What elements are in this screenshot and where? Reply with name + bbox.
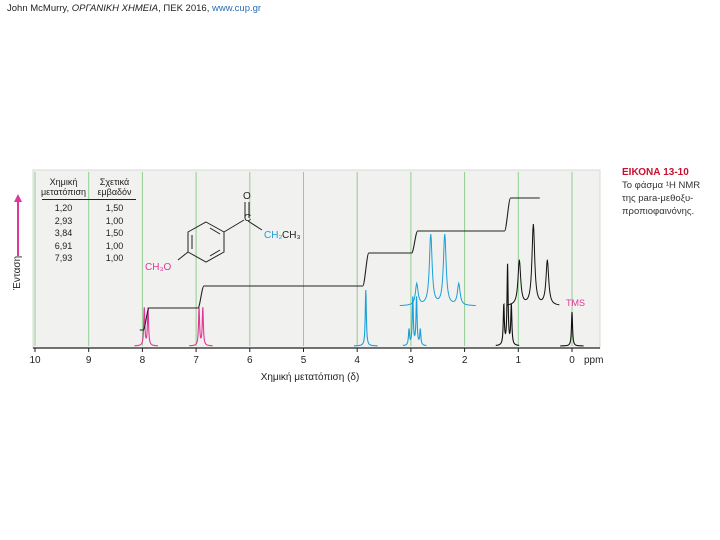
col2-header-2: εμβαδόν bbox=[97, 187, 132, 197]
peaks bbox=[134, 223, 584, 347]
x-tick-label-9: 9 bbox=[86, 355, 92, 366]
x-unit-label: ppm bbox=[584, 355, 603, 366]
triplet-inset bbox=[507, 223, 560, 306]
citation-publisher: , ΠΕΚ 2016, bbox=[158, 3, 210, 14]
caption-title: ΕΙΚΟΝΑ 13-10 bbox=[622, 167, 689, 178]
x-tick-label-5: 5 bbox=[301, 355, 307, 366]
table-row: 3,84 1,50 bbox=[54, 228, 124, 239]
table-row: 6,91 1,00 bbox=[54, 240, 124, 251]
citation-author: John McMurry, bbox=[7, 3, 70, 14]
x-tick-label-3: 3 bbox=[408, 355, 414, 366]
x-axis-ticks: 10 9 8 7 6 5 4 3 2 1 0 bbox=[29, 348, 575, 366]
quartet-inset bbox=[399, 233, 476, 307]
table-rule bbox=[42, 199, 136, 200]
peak-7.93 bbox=[134, 307, 158, 347]
citation-url[interactable]: www.cup.gr bbox=[211, 3, 262, 14]
peak-6.91 bbox=[189, 307, 213, 347]
structure-ch2: CH₂ bbox=[264, 230, 282, 241]
x-tick-label-4: 4 bbox=[354, 355, 360, 366]
molecule-structure bbox=[177, 202, 263, 263]
col1-header-1: Χημική bbox=[49, 177, 78, 187]
x-tick-label-1: 1 bbox=[516, 355, 522, 366]
table-row: 7,93 1,00 bbox=[54, 253, 124, 264]
tms-label: TMS bbox=[566, 298, 585, 308]
x-axis-label: Χημική μετατόπιση (δ) bbox=[261, 371, 360, 383]
x-tick-label-0: 0 bbox=[569, 355, 575, 366]
shift-area-table: Χημική Σχετικά μετατόπιση εμβαδόν 1,20 1,… bbox=[38, 177, 140, 265]
peak-2.93 bbox=[402, 296, 427, 347]
citation-title: ΟΡΓΑΝΙΚΗ ΧΗΜΕΙΑ bbox=[71, 3, 159, 14]
figure-caption: ΕΙΚΟΝΑ 13-10 Το φάσμα ¹H NMR της para-με… bbox=[622, 166, 714, 218]
x-tick-label-7: 7 bbox=[193, 355, 199, 366]
col2-header-1: Σχετικά bbox=[99, 177, 130, 187]
x-tick-label-6: 6 bbox=[247, 355, 253, 366]
y-axis-label: Ένταση bbox=[12, 256, 23, 291]
x-tick-label-10: 10 bbox=[29, 355, 41, 366]
col1-header-2: μετατόπιση bbox=[40, 187, 87, 197]
caption-line-3: προπιοφαινόνης. bbox=[622, 206, 695, 217]
peak-1.2 bbox=[495, 263, 520, 346]
structure-ch3-end: CH₃ bbox=[282, 230, 301, 241]
x-tick-label-8: 8 bbox=[140, 355, 146, 366]
y-axis-arrow bbox=[14, 194, 22, 256]
table-row: 2,93 1,00 bbox=[54, 215, 124, 226]
table-row: 1,20 1,50 bbox=[54, 203, 124, 213]
peak-3.84 bbox=[353, 289, 378, 347]
x-tick-label-2: 2 bbox=[462, 355, 468, 366]
structure-methoxy: CH₃O bbox=[145, 262, 172, 273]
citation: John McMurry, ΟΡΓΑΝΙΚΗ ΧΗΜΕΙΑ, ΠΕΚ 2016,… bbox=[7, 3, 261, 14]
structure-carbon: C bbox=[244, 213, 251, 224]
structure-oxygen: O bbox=[243, 191, 251, 202]
integral-curve bbox=[139, 197, 540, 331]
caption-line-1: Το φάσμα ¹H NMR bbox=[622, 180, 701, 191]
caption-line-2: της para-μεθοξυ- bbox=[622, 193, 694, 204]
peak-0 bbox=[560, 311, 584, 347]
